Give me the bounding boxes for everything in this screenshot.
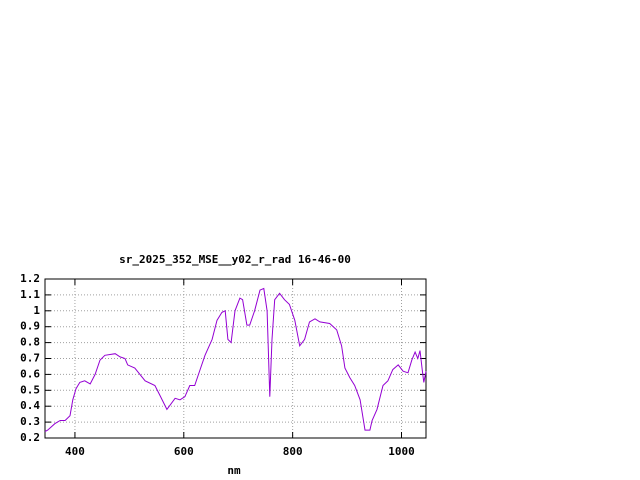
y-tick-label: 0.2 [20,431,40,444]
y-tick-label: 0.5 [20,383,40,396]
y-tick-label: 1.2 [20,272,40,285]
plot-border [44,278,427,439]
x-tick-label: 400 [65,445,85,458]
y-tick-label: 1 [33,304,40,317]
x-axis-label: nm [227,464,241,477]
x-tick-label: 800 [283,445,303,458]
y-tick-label: 0.8 [20,336,40,349]
y-tick-label: 0.9 [20,320,40,333]
y-tick-label: 0.3 [20,415,40,428]
y-tick-label: 0.7 [20,352,40,365]
y-tick-label: 0.6 [20,367,40,380]
data-line [44,287,427,433]
chart-title: sr_2025_352_MSE__y02_r_rad 16-46-00 [119,253,351,266]
x-tick-label: 600 [174,445,194,458]
y-tick-label: 0.4 [20,399,40,412]
y-tick-label: 1.1 [20,288,40,301]
x-tick-label: 1000 [388,445,415,458]
